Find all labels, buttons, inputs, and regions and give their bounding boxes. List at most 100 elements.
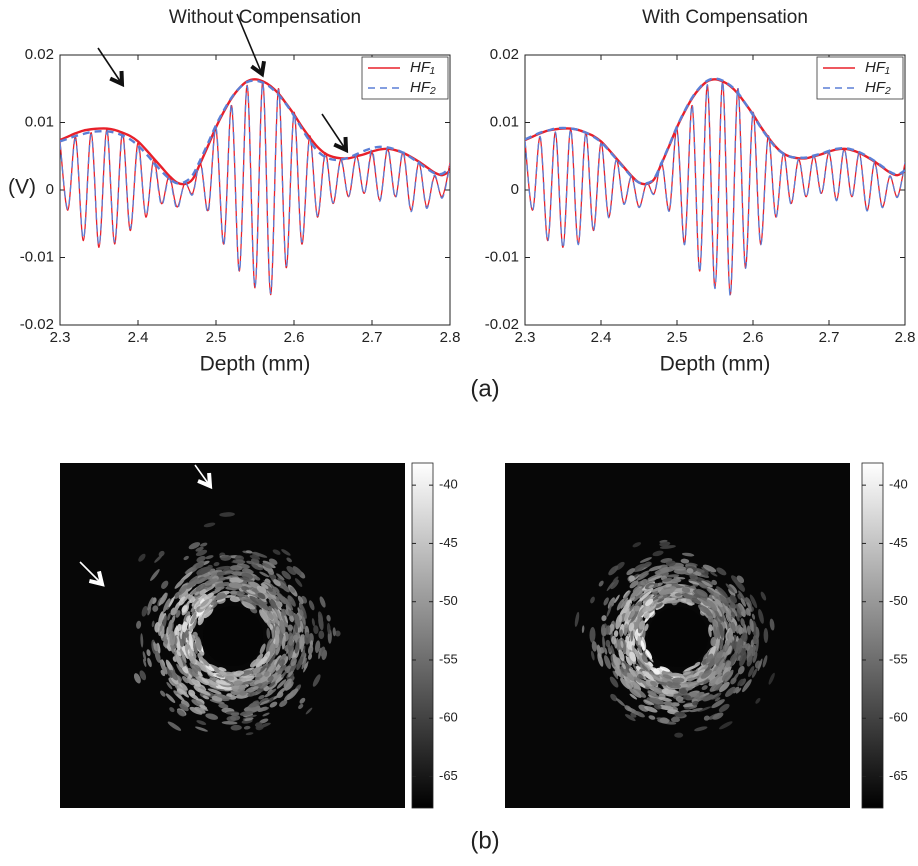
speckle <box>630 712 637 718</box>
arrow-head <box>197 472 213 490</box>
speckle <box>665 583 672 588</box>
speckle <box>289 614 294 623</box>
speckle <box>332 627 336 637</box>
colorbar <box>411 462 434 809</box>
speckle <box>176 693 185 702</box>
speckle <box>259 697 269 704</box>
speckle <box>285 598 294 611</box>
speckle <box>233 670 245 676</box>
speckle <box>749 594 758 609</box>
speckle <box>220 554 232 561</box>
speckle <box>598 580 604 587</box>
speckle <box>301 657 307 670</box>
speckle <box>631 645 636 652</box>
speckle <box>184 612 189 619</box>
speckle <box>692 700 699 706</box>
speckle <box>604 655 611 670</box>
speckle <box>262 712 270 717</box>
speckle <box>262 560 276 569</box>
speckle <box>154 554 163 563</box>
speckle <box>197 653 204 661</box>
speckle <box>199 689 211 696</box>
speckle <box>637 635 642 648</box>
speckle <box>284 665 292 674</box>
speckle <box>742 679 752 693</box>
speckle <box>164 638 169 645</box>
speckle <box>299 634 306 647</box>
speckle <box>707 615 714 623</box>
speckle <box>686 568 694 574</box>
y-tick-label: -0.01 <box>20 248 54 265</box>
y-tick-label: 0 <box>511 181 519 198</box>
x-tick-label: 2.7 <box>819 329 840 346</box>
speckle <box>206 683 220 689</box>
speckle <box>288 646 294 661</box>
speckle <box>653 668 660 675</box>
speckle <box>255 662 262 668</box>
speckle <box>612 670 619 680</box>
speckle <box>662 674 672 679</box>
speckle <box>626 568 635 576</box>
x-tick-label: 2.8 <box>440 329 461 346</box>
speckle <box>614 666 622 676</box>
speckle <box>183 555 189 561</box>
speckle <box>203 607 214 619</box>
speckle <box>615 698 626 707</box>
speckle <box>638 620 646 630</box>
speckle <box>216 598 226 603</box>
y-tick-label: 0 <box>46 181 54 198</box>
speckle <box>651 599 660 606</box>
speckle <box>629 580 639 589</box>
envelope-line <box>525 77 905 185</box>
y-axis-label: (V) <box>8 176 36 199</box>
speckle <box>165 666 173 678</box>
speckle <box>659 666 671 672</box>
speckle <box>719 681 730 693</box>
speckle <box>268 688 277 695</box>
speckle <box>712 712 724 720</box>
speckle <box>171 615 176 624</box>
speckle <box>648 670 660 679</box>
speckle <box>728 588 736 597</box>
chart-title: With Compensation <box>642 7 808 28</box>
speckle <box>205 668 214 676</box>
speckle <box>202 695 210 700</box>
speckle <box>648 584 655 589</box>
speckle <box>711 579 718 586</box>
speckle <box>629 687 642 698</box>
speckle <box>241 583 252 588</box>
speckle <box>229 577 244 584</box>
speckle <box>616 598 625 611</box>
speckle <box>751 613 756 620</box>
speckle <box>186 578 199 589</box>
speckle <box>657 598 665 603</box>
speckle <box>615 614 623 630</box>
speckle <box>671 716 680 722</box>
speckle <box>299 697 306 704</box>
speckle <box>601 615 607 622</box>
speckle <box>657 594 668 600</box>
speckle <box>726 610 732 623</box>
speckle <box>143 658 147 667</box>
speckle <box>718 703 730 713</box>
speckle <box>189 595 197 604</box>
speckle <box>307 653 313 660</box>
speckle <box>214 577 227 582</box>
speckle <box>629 693 638 700</box>
speckle <box>153 641 156 649</box>
speckle <box>620 597 629 609</box>
speckle <box>634 605 640 612</box>
speckle <box>268 682 278 690</box>
speckle <box>736 575 745 584</box>
speckle <box>262 651 271 662</box>
speckle <box>313 625 319 634</box>
speckle <box>286 565 297 576</box>
speckle <box>673 692 690 696</box>
speckle <box>608 565 619 576</box>
speckle <box>186 677 195 686</box>
speckle <box>716 567 727 576</box>
speckle <box>253 575 261 581</box>
speckle <box>614 594 620 604</box>
speckle <box>642 594 652 602</box>
speckle <box>620 640 624 649</box>
